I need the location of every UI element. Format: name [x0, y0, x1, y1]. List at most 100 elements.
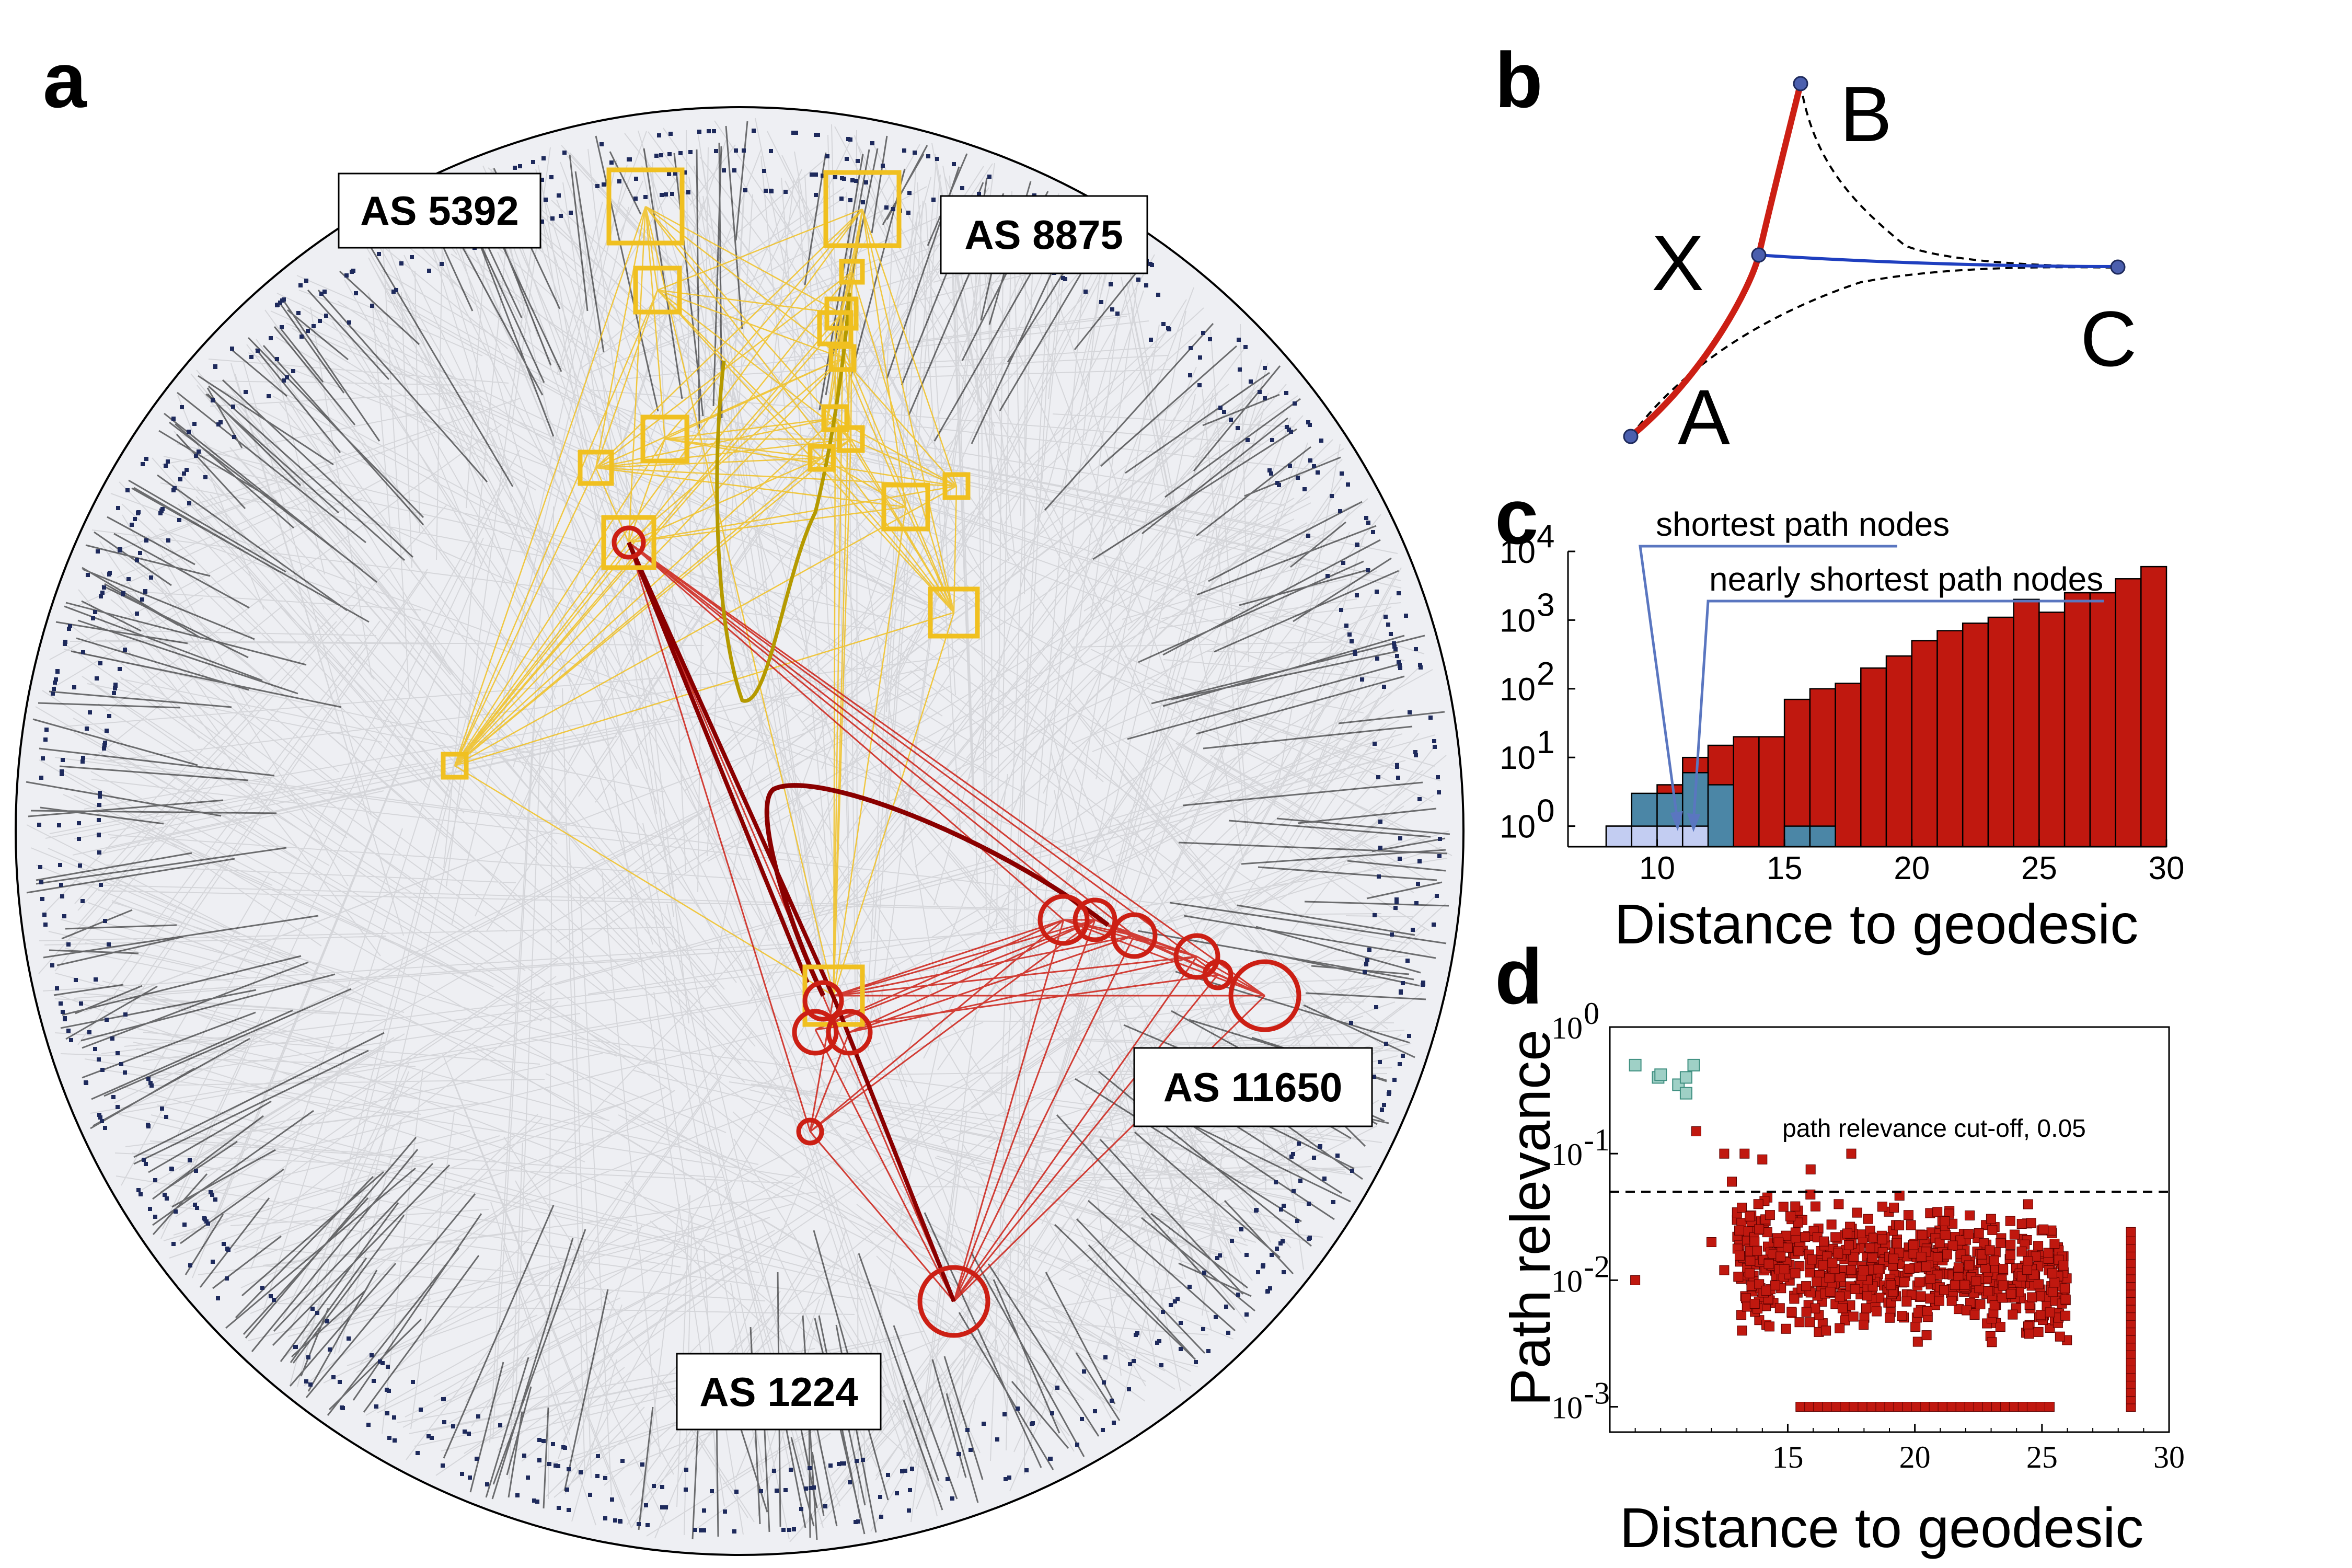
node-c-label: C — [2080, 295, 2137, 383]
scatter-cloud-555 — [1735, 1250, 1745, 1261]
scatter-cloud-434 — [2016, 1219, 2027, 1229]
scatter-cloud-573 — [1859, 1320, 1869, 1330]
scatter-cloud-612 — [1793, 1246, 1804, 1256]
scatter-cloud-587 — [1805, 1317, 1815, 1328]
scatter-cloud-687 — [1865, 1243, 1875, 1253]
rim-nodes — [37, 129, 1442, 1534]
red-circle-8 — [1173, 933, 1220, 980]
red-circle-2 — [792, 1009, 839, 1056]
red-circle-1 — [802, 980, 844, 1022]
scatter-cloud-684 — [1877, 1234, 1887, 1244]
scatter-cloud-645 — [1916, 1252, 1927, 1262]
hist-bar-s0-20 — [2115, 578, 2142, 848]
scatter-cloud-364 — [1955, 1235, 1966, 1246]
yellow-square-6 — [828, 344, 857, 372]
scatter-cloud-613 — [1835, 1292, 1845, 1302]
scatter-cloud-383 — [1774, 1303, 1785, 1313]
hist-bar-s0-17 — [2038, 612, 2066, 848]
hist-bar-s1-6 — [1809, 825, 1836, 848]
hist-ytick-label-3: 10 — [1500, 603, 1536, 639]
scatter-point-0 — [1691, 1126, 1701, 1136]
scatter-floor-0 — [1795, 1402, 1806, 1412]
hist-bar-s0-11 — [1885, 655, 1912, 848]
label-as5392-text: AS 5392 — [360, 188, 519, 234]
scatter-cloud-640 — [1953, 1262, 1964, 1273]
scatter-cloud-471 — [1745, 1255, 1756, 1266]
scatter-cloud-650 — [1859, 1265, 1869, 1275]
scatter-cloud-680 — [1827, 1258, 1838, 1268]
scatter-cloud-419 — [1934, 1238, 1945, 1248]
scatter-cloud-435 — [1800, 1232, 1811, 1242]
node-x-label: X — [1652, 219, 1704, 307]
scatter-cloud-627 — [2005, 1240, 2016, 1250]
red-circle-6 — [1073, 897, 1117, 942]
scatter-cloud-694 — [1985, 1245, 1995, 1255]
scatter-cloud-60 — [1834, 1199, 1844, 1209]
scatter-ytick-label-3: 10 — [1551, 1391, 1583, 1425]
scatter-cloud-464 — [1793, 1217, 1803, 1228]
hist-bar-s0-18 — [2063, 592, 2091, 848]
scatter-cloud-626 — [1894, 1220, 1905, 1230]
annotation-nearly-arrow — [1692, 599, 2104, 824]
hist-bar-s0-5 — [1733, 736, 1760, 848]
scatter-cloud-611 — [2036, 1310, 2046, 1320]
yellow-square-0 — [606, 167, 685, 246]
scatter-point-6 — [1727, 1177, 1737, 1187]
scatter-ytick-exp-3: -3 — [1584, 1376, 1610, 1411]
scatter-cloud-581 — [1946, 1296, 1957, 1306]
red-circle-9 — [1202, 959, 1233, 990]
label-as1224: AS 1224 — [676, 1353, 882, 1431]
hist-bar-s2-3 — [1682, 825, 1709, 848]
scatter-cloud-692 — [2047, 1268, 2057, 1278]
yellow-square-3 — [839, 259, 865, 285]
rim-node-dots — [37, 129, 1442, 1534]
scatter-floor-24 — [2009, 1402, 2019, 1412]
hist-bar-s0-10 — [1860, 667, 1887, 848]
node-a-label: A — [1678, 373, 1730, 461]
scatter-cloud-624 — [2060, 1310, 2071, 1321]
yellow-square-10 — [640, 414, 689, 464]
scatter-cloud-526 — [1998, 1264, 2008, 1274]
scatter-floor-19 — [1964, 1402, 1975, 1412]
scatter-cloud-306 — [1812, 1276, 1822, 1287]
scatter-cloud-591 — [1861, 1303, 1871, 1313]
panel-letter-b: b — [1495, 36, 1543, 124]
panel-letter-d: d — [1495, 932, 1543, 1020]
scatter-xlabel: Distance to geodesic — [1620, 1496, 2144, 1559]
scatter-cloud-536 — [1745, 1268, 1755, 1278]
scatter-cloud-566 — [2055, 1331, 2065, 1342]
scatter-cloud-665 — [1964, 1260, 1974, 1271]
scatter-column-23 — [2126, 1227, 2136, 1237]
scatter-cloud-641 — [1794, 1317, 1805, 1328]
yellow-square-16 — [441, 752, 469, 780]
red-circle-11 — [917, 1265, 990, 1338]
scatter-cloud-417 — [1917, 1230, 1928, 1240]
yellow-geodesic-curve — [715, 292, 851, 703]
scatter-cloud-629 — [1801, 1307, 1812, 1317]
scatter-cloud-691 — [1749, 1299, 1760, 1309]
hist-ytick-exp-2: 2 — [1537, 656, 1554, 692]
histogram-xlabel: Distance to geodesic — [1615, 892, 2139, 955]
scatter-cloud-654 — [1889, 1203, 1899, 1213]
scatter-cloud-544 — [1849, 1252, 1859, 1262]
hist-bar-s0-8 — [1809, 688, 1836, 848]
scatter-cloud-396 — [2026, 1218, 2036, 1228]
hist-ytick-label-0: 10 — [1500, 809, 1536, 845]
scatter-point-12 — [1630, 1275, 1641, 1285]
scatter-cloud-657 — [1779, 1264, 1790, 1274]
scatter-floor-20 — [1973, 1402, 1984, 1412]
yellow-square-9 — [808, 444, 836, 472]
scatter-cloud-605 — [1790, 1268, 1801, 1278]
hist-bar-s0-14 — [1962, 622, 1989, 848]
label-as11650-text: AS 11650 — [1163, 1064, 1343, 1110]
geometry-panel: B X C A — [1623, 70, 2137, 461]
scatter-point-4 — [1805, 1164, 1816, 1174]
annotation-shortest: shortest path nodes — [1639, 505, 1950, 831]
scatter-cloud-534 — [1811, 1201, 1820, 1212]
scatter-cloud-616 — [1770, 1280, 1780, 1290]
scatter-cloud-438 — [1940, 1216, 1950, 1226]
scatter-relevant-3 — [1679, 1071, 1692, 1084]
hist-ytick-label-4: 10 — [1500, 534, 1536, 570]
scatter-floor-22 — [1991, 1402, 2001, 1412]
scatter-cloud-470 — [1835, 1323, 1845, 1333]
